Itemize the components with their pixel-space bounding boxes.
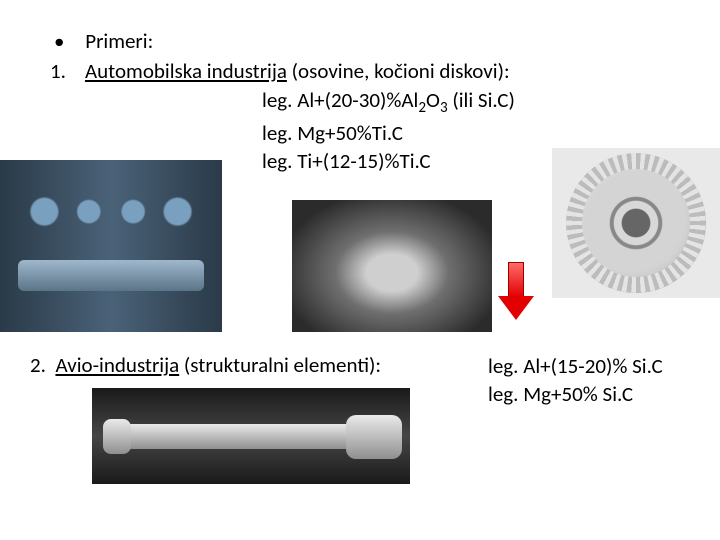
section2-leg2: leg. Mg+50% Si.C (488, 380, 663, 408)
section1-num: 1. (50, 58, 66, 84)
section2-leg1: leg. Al+(15-20)% Si.C (488, 352, 663, 380)
section1-leg1: leg. Al+(20-30)%Al2O3 (ili Si.C) (262, 86, 690, 119)
bullet-primeri: Primeri: (54, 28, 690, 54)
leg1-sub1: 2 (418, 99, 426, 117)
section2-num: 2. (30, 352, 46, 378)
section1-heading: 1. Automobilska industrija (osovine, koč… (50, 58, 690, 84)
leg1-part1: leg. Al+(20-30)%Al (262, 87, 418, 113)
section1-paren: (osovine, kočioni diskovi): (287, 58, 510, 84)
image-brake-disc (552, 148, 720, 298)
image-component-bw (292, 200, 492, 332)
section2-title: Avio-industrija (55, 352, 179, 378)
leg1-part2: O (426, 87, 440, 113)
bullet-text: Primeri: (85, 28, 153, 54)
leg1-part3: (ili Si.C) (448, 87, 515, 113)
leg1-sub2: 3 (440, 99, 448, 117)
section2-heading: 2. Avio-industrija (strukturalni element… (30, 352, 381, 378)
section1-title: Automobilska industrija (85, 58, 287, 84)
section2-legs: leg. Al+(15-20)% Si.C leg. Mg+50% Si.C (488, 352, 663, 409)
section1-leg2: leg. Mg+50%Ti.C (262, 119, 690, 147)
image-structural-rod (92, 388, 410, 484)
section2-paren: (strukturalni elementi): (179, 352, 381, 378)
red-arrow (498, 262, 534, 320)
image-engine (0, 160, 222, 332)
